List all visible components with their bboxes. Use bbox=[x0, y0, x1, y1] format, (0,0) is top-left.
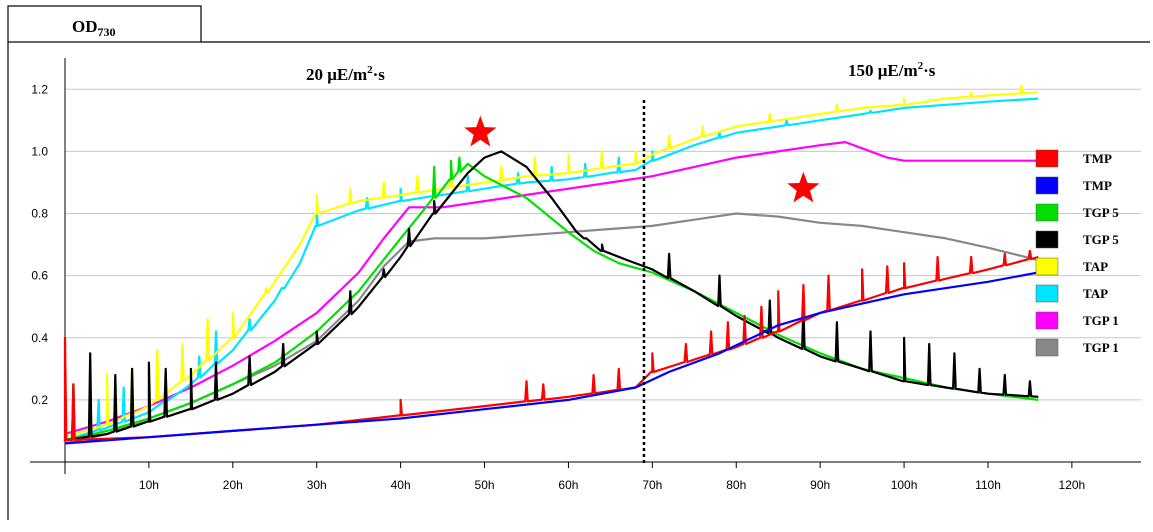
legend-label: TMP bbox=[1083, 151, 1112, 166]
y-tick-label: 0.2 bbox=[31, 393, 48, 407]
y-tick-label: 0.4 bbox=[31, 331, 48, 345]
legend-label: TMP bbox=[1083, 178, 1112, 193]
legend-label: TGP 5 bbox=[1083, 205, 1119, 220]
x-tick-label: 110h bbox=[975, 478, 1001, 492]
star-marker-2 bbox=[787, 171, 820, 203]
star-marker-1 bbox=[464, 115, 497, 147]
legend-swatch bbox=[1035, 230, 1059, 249]
title-box bbox=[7, 5, 202, 43]
legend-label: TAP bbox=[1083, 259, 1108, 274]
y-tick-label: 0.6 bbox=[31, 269, 48, 283]
legend-label: TAP bbox=[1083, 286, 1108, 301]
series-line-tmp-1 bbox=[64, 271, 1039, 445]
star-markers bbox=[464, 115, 820, 203]
x-tick-label: 100h bbox=[891, 478, 918, 492]
legend-swatch bbox=[1035, 149, 1059, 168]
x-tick-label: 60h bbox=[558, 478, 578, 492]
series-line-tgp-5-3 bbox=[64, 150, 1039, 442]
legend-label: TGP 1 bbox=[1083, 313, 1119, 328]
series-line-tgp-5-2 bbox=[64, 156, 1039, 442]
x-tick-label: 50h bbox=[475, 478, 495, 492]
series-lines bbox=[63, 85, 1039, 445]
series-line-tmp-0 bbox=[63, 249, 1039, 442]
grid bbox=[65, 88, 1141, 401]
legend: TMP TMP TGP 5 TGP 5 TAP TAP TGP 1 TGP 1 bbox=[1035, 149, 1119, 357]
legend-label: TGP 1 bbox=[1083, 340, 1119, 355]
legend-swatch bbox=[1035, 284, 1059, 303]
legend-swatch bbox=[1035, 257, 1059, 276]
x-tick-label: 10h bbox=[139, 478, 159, 492]
legend-label: TGP 5 bbox=[1083, 232, 1119, 247]
x-tick-label: 90h bbox=[810, 478, 830, 492]
y-tick-label: 1.0 bbox=[31, 144, 48, 158]
x-tick-label: 20h bbox=[223, 478, 243, 492]
chart-title: OD730 bbox=[72, 17, 116, 39]
light-annotation-high: 150 μE/m2·s bbox=[848, 60, 936, 80]
axes: 0.2 0.4 0.6 0.8 1.0 1.2 10h 20h 30h 40h 50h 60h 70h 8… bbox=[30, 58, 1141, 492]
y-tick-label: 1.2 bbox=[31, 82, 48, 96]
x-tick-label: 80h bbox=[726, 478, 746, 492]
legend-swatch bbox=[1035, 311, 1059, 330]
x-tick-label: 70h bbox=[642, 478, 662, 492]
frame-border bbox=[7, 41, 1150, 520]
series-line-tap-5 bbox=[64, 97, 1039, 442]
series-line-tap-4 bbox=[64, 85, 1039, 439]
x-tick-label: 30h bbox=[307, 478, 327, 492]
series-line-tgp-1-7 bbox=[64, 212, 1039, 445]
x-tick-label: 40h bbox=[391, 478, 411, 492]
legend-swatch bbox=[1035, 338, 1059, 357]
series-line-tgp-1-6 bbox=[64, 141, 1039, 436]
legend-swatch bbox=[1035, 176, 1059, 195]
light-annotation-low: 20 μE/m2·s bbox=[306, 64, 385, 84]
legend-swatch bbox=[1035, 203, 1059, 222]
x-tick-label: 120h bbox=[1059, 478, 1086, 492]
y-tick-label: 0.8 bbox=[31, 207, 48, 221]
